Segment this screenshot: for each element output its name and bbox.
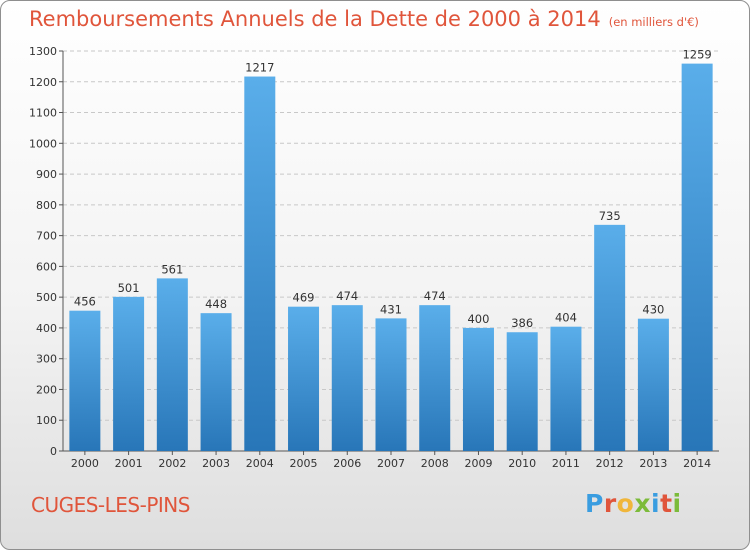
data-label: 430 [642,303,664,317]
logo-letter: o [616,489,635,518]
y-tick-label: 1100 [29,107,57,120]
data-label: 1217 [245,61,274,75]
bar [200,313,232,451]
y-tick-label: 400 [36,322,57,335]
y-tick-label: 1300 [29,45,57,58]
chart-title-unit: (en milliers d'€) [608,15,699,29]
data-label: 448 [205,297,227,311]
y-tick-label: 700 [36,230,57,243]
bar [288,306,320,451]
y-tick-label: 800 [36,199,57,212]
bar [462,327,494,451]
x-tick-label: 2002 [158,457,186,470]
bar [375,318,407,451]
data-label: 469 [293,291,315,305]
commune-name: CUGES-LES-PINS [31,493,190,517]
chart-title: Remboursements Annuels de la Dette de 20… [29,7,699,31]
chart-title-main: Remboursements Annuels de la Dette de 20… [29,7,601,31]
bar [69,310,101,451]
bar [113,296,145,451]
labels: 0 100 200 300 400 500 600 700 800 900 1000 1100 1200… [29,45,712,470]
data-label: 501 [118,281,140,295]
data-label: 386 [511,316,533,330]
y-tick-label: 300 [36,353,57,366]
bar [594,224,626,451]
data-label: 1259 [682,48,711,62]
x-tick-label: 2006 [333,457,361,470]
x-tick-label: 2011 [552,457,580,470]
x-tick-label: 2003 [202,457,230,470]
x-tick-label: 2012 [596,457,624,470]
y-tick-label: 200 [36,383,57,396]
logo-letter: t [660,489,673,518]
proxiti-logo: Proxiti [585,489,682,518]
bar [637,318,669,451]
x-tick-label: 2014 [683,457,711,470]
logo-letter: r [603,489,617,518]
data-label: 735 [599,209,621,223]
bar [244,76,276,452]
x-tick-label: 2001 [115,457,143,470]
bar [681,63,713,451]
data-label: 431 [380,302,402,316]
y-tick-label: 0 [50,445,57,458]
y-tick-label: 100 [36,414,57,427]
logo-letter: x [634,489,651,518]
logo-letter: i [672,489,682,518]
y-tick-label: 1200 [29,76,57,89]
bar [331,305,363,451]
data-label: 456 [74,295,96,309]
logo-letter: P [585,489,604,518]
bars [69,63,713,452]
y-tick-label: 900 [36,168,57,181]
data-label: 474 [424,289,446,303]
x-tick-label: 2007 [377,457,405,470]
data-label: 404 [555,311,577,325]
y-tick-label: 500 [36,291,57,304]
x-tick-label: 2005 [290,457,318,470]
x-tick-label: 2004 [246,457,274,470]
bar [156,278,188,451]
x-tick-label: 2000 [71,457,99,470]
x-tick-label: 2008 [421,457,449,470]
bar [550,326,582,451]
bar [506,332,538,451]
x-tick-label: 2010 [508,457,536,470]
y-tick-label: 600 [36,260,57,273]
logo-letter: i [651,489,661,518]
x-tick-label: 2013 [639,457,667,470]
x-tick-label: 2009 [464,457,492,470]
data-label: 561 [161,262,183,276]
data-label: 400 [467,312,489,326]
data-label: 474 [336,289,358,303]
y-tick-label: 1000 [29,137,57,150]
bar [419,305,451,451]
